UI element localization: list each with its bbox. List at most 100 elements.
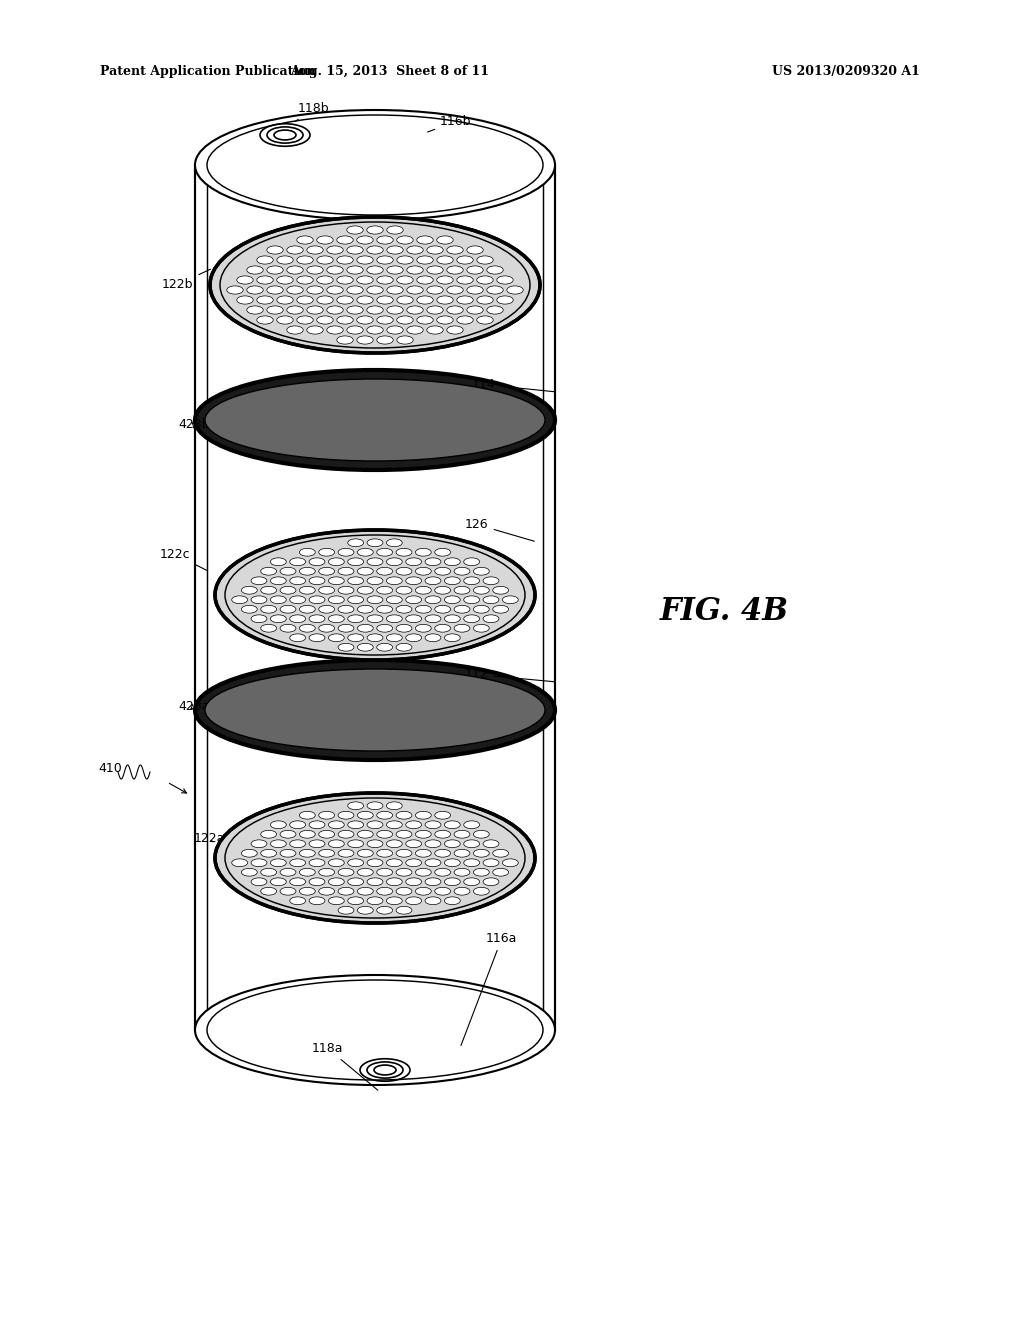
- Ellipse shape: [457, 315, 473, 325]
- Ellipse shape: [247, 306, 263, 314]
- Ellipse shape: [396, 606, 412, 614]
- Ellipse shape: [327, 306, 343, 314]
- Ellipse shape: [377, 296, 393, 304]
- Ellipse shape: [467, 306, 483, 314]
- Ellipse shape: [299, 887, 315, 895]
- Ellipse shape: [231, 859, 248, 867]
- Ellipse shape: [290, 577, 305, 585]
- Ellipse shape: [281, 568, 296, 576]
- Ellipse shape: [507, 286, 523, 294]
- Ellipse shape: [357, 586, 374, 594]
- Ellipse shape: [386, 539, 402, 546]
- Ellipse shape: [367, 634, 383, 642]
- Ellipse shape: [387, 326, 403, 334]
- Ellipse shape: [416, 606, 431, 614]
- Ellipse shape: [205, 669, 545, 751]
- Ellipse shape: [425, 896, 441, 904]
- Ellipse shape: [417, 315, 433, 325]
- Ellipse shape: [318, 812, 335, 820]
- Ellipse shape: [307, 286, 324, 294]
- Ellipse shape: [307, 265, 324, 275]
- Ellipse shape: [299, 812, 315, 820]
- Ellipse shape: [318, 869, 335, 876]
- Ellipse shape: [307, 326, 324, 334]
- Ellipse shape: [270, 878, 287, 886]
- Ellipse shape: [464, 821, 479, 829]
- Ellipse shape: [309, 634, 325, 642]
- Ellipse shape: [444, 896, 460, 904]
- Ellipse shape: [329, 634, 344, 642]
- Ellipse shape: [347, 326, 364, 334]
- Ellipse shape: [367, 226, 383, 234]
- Ellipse shape: [247, 265, 263, 275]
- Ellipse shape: [338, 849, 354, 857]
- Ellipse shape: [309, 615, 325, 623]
- Ellipse shape: [446, 326, 463, 334]
- Text: 122b: 122b: [162, 269, 211, 290]
- Ellipse shape: [210, 216, 540, 352]
- Ellipse shape: [237, 276, 253, 284]
- Ellipse shape: [454, 830, 470, 838]
- Text: US 2013/0209320 A1: US 2013/0209320 A1: [772, 65, 920, 78]
- Ellipse shape: [377, 624, 392, 632]
- Ellipse shape: [396, 568, 412, 576]
- Ellipse shape: [377, 643, 392, 651]
- Ellipse shape: [276, 296, 293, 304]
- Ellipse shape: [290, 558, 305, 566]
- Ellipse shape: [483, 840, 499, 847]
- Ellipse shape: [318, 586, 335, 594]
- Ellipse shape: [437, 315, 454, 325]
- Ellipse shape: [327, 246, 343, 253]
- Text: 410: 410: [98, 762, 122, 775]
- Ellipse shape: [309, 821, 325, 829]
- Ellipse shape: [299, 548, 315, 556]
- Ellipse shape: [473, 606, 489, 614]
- Ellipse shape: [270, 558, 287, 566]
- Ellipse shape: [406, 577, 422, 585]
- Ellipse shape: [386, 821, 402, 829]
- Ellipse shape: [477, 276, 494, 284]
- Ellipse shape: [473, 849, 489, 857]
- Ellipse shape: [318, 849, 335, 857]
- Ellipse shape: [348, 615, 364, 623]
- Ellipse shape: [337, 276, 353, 284]
- Ellipse shape: [444, 840, 460, 847]
- Ellipse shape: [435, 812, 451, 820]
- Text: 114: 114: [472, 378, 554, 392]
- Ellipse shape: [356, 335, 373, 345]
- Ellipse shape: [267, 246, 284, 253]
- Ellipse shape: [416, 849, 431, 857]
- Ellipse shape: [454, 887, 470, 895]
- Ellipse shape: [425, 878, 441, 886]
- Ellipse shape: [446, 265, 463, 275]
- Ellipse shape: [454, 586, 470, 594]
- Ellipse shape: [226, 286, 244, 294]
- Ellipse shape: [309, 595, 325, 603]
- Ellipse shape: [427, 306, 443, 314]
- Ellipse shape: [477, 296, 494, 304]
- Ellipse shape: [377, 869, 392, 876]
- Ellipse shape: [397, 315, 414, 325]
- Ellipse shape: [407, 306, 423, 314]
- Ellipse shape: [444, 558, 460, 566]
- Ellipse shape: [377, 586, 392, 594]
- Ellipse shape: [287, 286, 303, 294]
- Text: Aug. 15, 2013  Sheet 8 of 11: Aug. 15, 2013 Sheet 8 of 11: [291, 65, 489, 78]
- Ellipse shape: [387, 226, 403, 234]
- Ellipse shape: [437, 256, 454, 264]
- Ellipse shape: [425, 821, 441, 829]
- Ellipse shape: [267, 265, 284, 275]
- Ellipse shape: [386, 615, 402, 623]
- Ellipse shape: [318, 624, 335, 632]
- Ellipse shape: [357, 887, 374, 895]
- Ellipse shape: [290, 878, 305, 886]
- Ellipse shape: [356, 236, 373, 244]
- Ellipse shape: [318, 548, 335, 556]
- Ellipse shape: [329, 595, 344, 603]
- Ellipse shape: [457, 256, 473, 264]
- Ellipse shape: [396, 812, 412, 820]
- Ellipse shape: [473, 887, 489, 895]
- Ellipse shape: [427, 286, 443, 294]
- Ellipse shape: [316, 315, 333, 325]
- Ellipse shape: [464, 577, 479, 585]
